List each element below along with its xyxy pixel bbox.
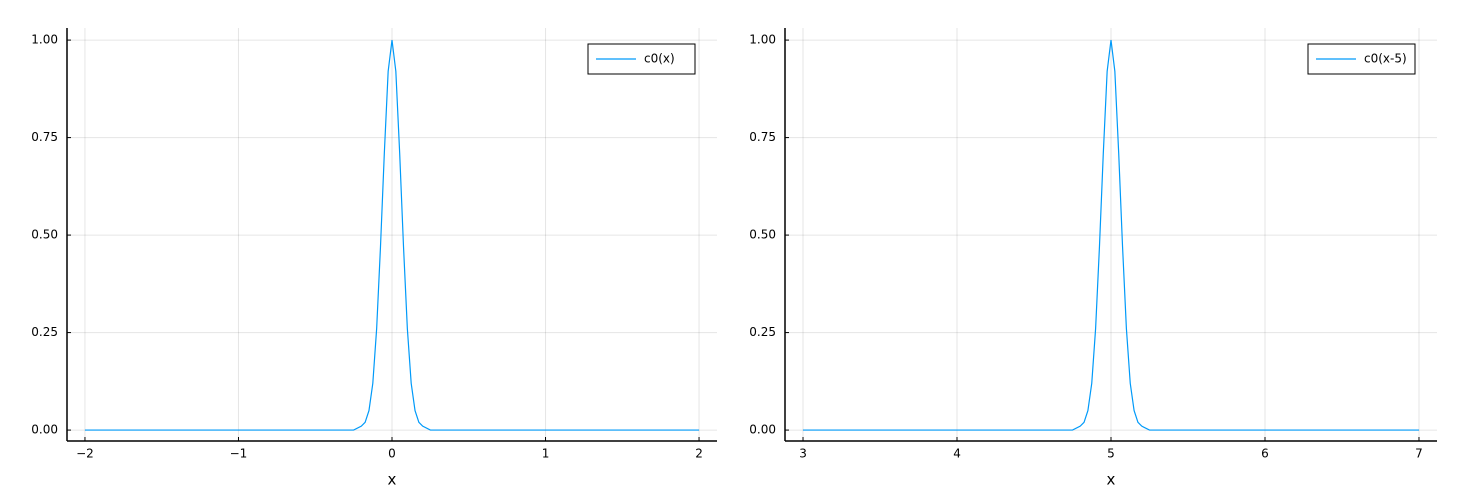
x-axis-label: x (1107, 471, 1116, 489)
y-tick-label: 0.50 (31, 228, 58, 242)
y-tick-label: 1.00 (31, 33, 58, 47)
x-tick-label: 0 (388, 447, 396, 461)
x-tick-label: 3 (799, 447, 807, 461)
x-axis-label: x (388, 471, 397, 489)
x-tick-label: −2 (76, 447, 94, 461)
y-tick-label: 0.75 (749, 130, 776, 144)
legend-label: c0(x) (644, 52, 675, 66)
y-tick-label: 0.00 (749, 423, 776, 437)
y-tick-label: 0.00 (31, 423, 58, 437)
x-tick-label: 2 (695, 447, 703, 461)
x-tick-label: 6 (1261, 447, 1269, 461)
x-tick-label: 5 (1107, 447, 1115, 461)
series-line (803, 40, 1419, 431)
y-tick-label: 1.00 (749, 33, 776, 47)
legend-label: c0(x-5) (1364, 52, 1407, 66)
x-tick-label: 1 (542, 447, 550, 461)
series-line (84, 40, 700, 431)
y-tick-label: 0.25 (749, 325, 776, 339)
y-tick-label: 0.75 (31, 130, 58, 144)
y-tick-label: 0.25 (31, 325, 58, 339)
y-tick-label: 0.50 (749, 228, 776, 242)
x-tick-label: 4 (953, 447, 961, 461)
x-tick-label: 7 (1415, 447, 1423, 461)
x-tick-label: −1 (230, 447, 248, 461)
